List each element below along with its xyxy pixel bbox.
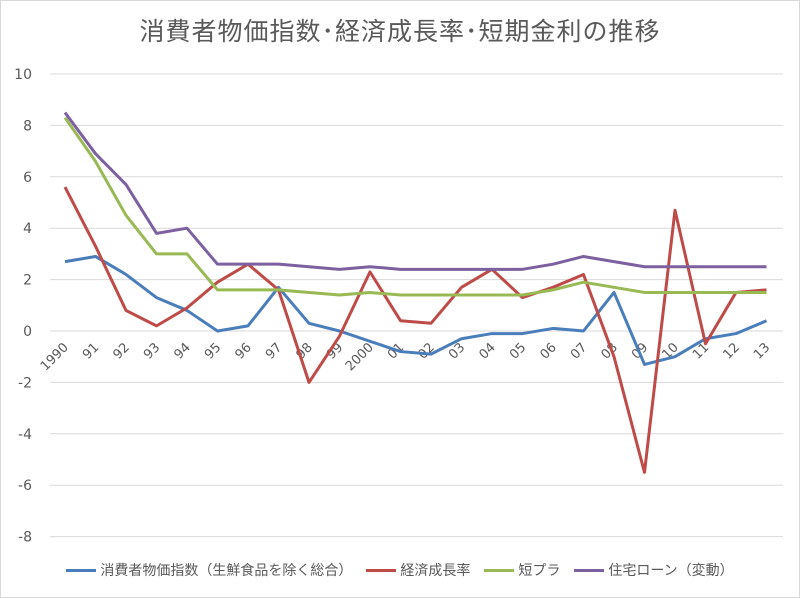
x-tick-label: 93	[141, 340, 163, 362]
y-tick-label: -2	[18, 375, 32, 391]
y-tick-label: 2	[23, 273, 32, 289]
y-tick-label: -4	[18, 427, 32, 443]
legend: 消費者物価指数（生鮮食品を除く総合） 経済成長率 短プラ 住宅ローン（変動）	[0, 560, 800, 580]
x-tick-label: 13	[751, 340, 773, 362]
series-line-1	[63, 186, 767, 474]
legend-label-cpi: 消費者物価指数（生鮮食品を除く総合）	[100, 563, 353, 579]
legend-swatch-cpi	[66, 568, 97, 572]
y-tick-label: 4	[23, 221, 32, 237]
series-line-0	[64, 254, 768, 366]
legend-label-prime: 短プラ	[518, 563, 561, 579]
x-tick-label: 11	[690, 340, 712, 362]
legend-label-gdp: 経済成長率	[400, 563, 471, 579]
x-tick-label: 96	[233, 340, 255, 362]
x-tick-label: 07	[568, 340, 590, 362]
legend-swatch-mortgage	[574, 568, 605, 572]
series-line-3	[63, 111, 767, 271]
legend-swatch-prime	[484, 568, 515, 572]
y-tick-label: 6	[23, 170, 32, 186]
y-tick-label: -8	[18, 530, 32, 546]
x-tick-label: 97	[263, 340, 285, 362]
x-tick-label: 06	[538, 340, 560, 362]
legend-swatch-gdp	[366, 568, 397, 572]
y-tick-label: -6	[18, 478, 32, 494]
y-tick-label: 10	[14, 67, 32, 83]
series-line-2	[63, 116, 767, 297]
x-tick-label: 2000	[343, 340, 377, 374]
x-tick-label: 12	[721, 340, 743, 362]
legend-label-mortgage: 住宅ローン（変動）	[608, 563, 734, 579]
legend-item-gdp: 経済成長率	[366, 560, 470, 580]
x-tick-label: 91	[80, 340, 102, 362]
x-tick-label: 95	[202, 340, 224, 362]
y-tick-label: 0	[23, 324, 32, 340]
x-tick-label: 1990	[38, 340, 72, 374]
chart-title: 消費者物価指数･経済成長率･短期金利の推移	[139, 17, 661, 46]
x-tick-label: 94	[172, 340, 194, 362]
legend-item-mortgage: 住宅ローン（変動）	[574, 560, 734, 580]
legend-item-prime: 短プラ	[484, 560, 560, 580]
x-tick-label: 92	[111, 340, 133, 362]
x-tick-label: 05	[507, 340, 529, 362]
y-tick-label: 8	[23, 118, 32, 134]
x-tick-label: 04	[477, 340, 499, 362]
legend-item-cpi: 消費者物価指数（生鮮食品を除く総合）	[66, 560, 352, 580]
